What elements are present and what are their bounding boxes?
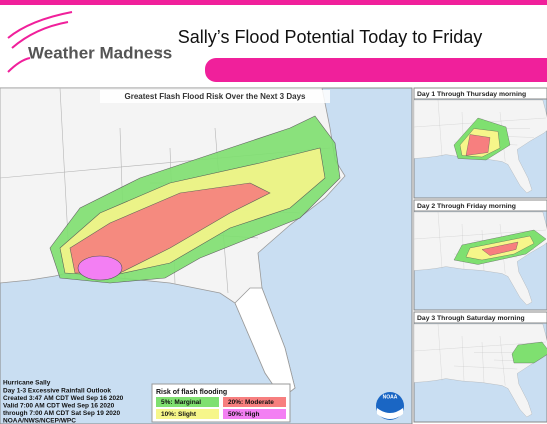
brand: Weather Madness bbox=[28, 43, 172, 62]
info-line: NOAA/NWS/NCEP/WPC bbox=[3, 418, 76, 424]
map-title: Greatest Flash Flood Risk Over the Next … bbox=[125, 92, 307, 101]
panel: Day 1 Through Thursday morning bbox=[413, 87, 547, 199]
legend: Risk of flash flooding 5%: Marginal 20%: … bbox=[151, 383, 291, 423]
info-line: through 7:00 AM CDT Sat Sep 19 2020 bbox=[3, 410, 121, 417]
legend-swatch bbox=[156, 409, 219, 419]
page-title: Sally’s Flood Potential Today to Friday bbox=[178, 27, 483, 47]
info-line: Hurricane Sally bbox=[3, 380, 51, 387]
legend-label: 50%: High bbox=[228, 411, 259, 418]
legend-label: 5%: Marginal bbox=[161, 399, 201, 406]
panel: Day 2 Through Friday morning bbox=[413, 199, 547, 311]
trademark: TM bbox=[155, 49, 162, 55]
legend-label: 10%: Slight bbox=[161, 411, 197, 418]
legend-label: 20%: Moderate bbox=[228, 399, 274, 406]
noaa-label: NOAA bbox=[383, 394, 398, 400]
panel-title: Day 3 Through Saturday morning bbox=[417, 315, 525, 322]
legend-swatch bbox=[156, 397, 219, 407]
risk-area bbox=[465, 134, 491, 156]
legend-swatch bbox=[223, 397, 286, 407]
panel-title: Day 1 Through Thursday morning bbox=[417, 91, 526, 98]
risk-area bbox=[511, 341, 547, 364]
logo: Weather Madness TM bbox=[7, 11, 172, 73]
panel: Day 3 Through Saturday morning bbox=[413, 311, 547, 423]
panel-title: Day 2 Through Friday morning bbox=[417, 203, 516, 210]
legend-title: Risk of flash flooding bbox=[156, 389, 227, 396]
risk-area bbox=[77, 255, 123, 281]
title-bar bbox=[205, 58, 547, 82]
top-strip bbox=[0, 0, 547, 5]
legend-swatch bbox=[223, 409, 286, 419]
info-line: Valid 7:00 AM CDT Wed Sep 16 2020 bbox=[3, 403, 115, 410]
risk-area bbox=[481, 241, 519, 256]
info-line: Created 3:47 AM CDT Wed Sep 16 2020 bbox=[3, 395, 124, 402]
info-line: Day 1-3 Excessive Rainfall Outlook bbox=[3, 387, 111, 394]
main-map: Greatest Flash Flood Risk Over the Next … bbox=[0, 87, 413, 424]
